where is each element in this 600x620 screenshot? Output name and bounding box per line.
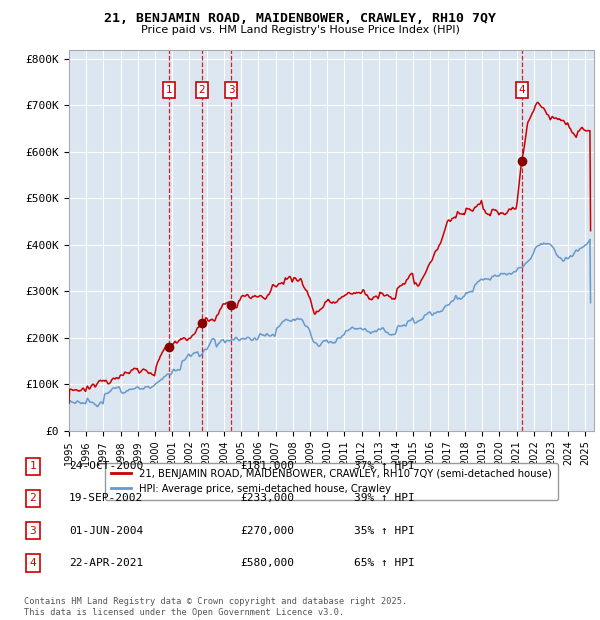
- Text: 35% ↑ HPI: 35% ↑ HPI: [354, 526, 415, 536]
- Text: 4: 4: [29, 558, 37, 568]
- Text: 37% ↑ HPI: 37% ↑ HPI: [354, 461, 415, 471]
- Text: £181,000: £181,000: [240, 461, 294, 471]
- Text: £270,000: £270,000: [240, 526, 294, 536]
- Legend: 21, BENJAMIN ROAD, MAIDENBOWER, CRAWLEY, RH10 7QY (semi-detached house), HPI: Av: 21, BENJAMIN ROAD, MAIDENBOWER, CRAWLEY,…: [105, 463, 558, 500]
- Text: 1: 1: [166, 85, 172, 95]
- Text: 24-OCT-2000: 24-OCT-2000: [69, 461, 143, 471]
- Text: 21, BENJAMIN ROAD, MAIDENBOWER, CRAWLEY, RH10 7QY: 21, BENJAMIN ROAD, MAIDENBOWER, CRAWLEY,…: [104, 12, 496, 25]
- Text: 65% ↑ HPI: 65% ↑ HPI: [354, 558, 415, 568]
- Text: 1: 1: [29, 461, 37, 471]
- Text: Price paid vs. HM Land Registry's House Price Index (HPI): Price paid vs. HM Land Registry's House …: [140, 25, 460, 35]
- Text: 39% ↑ HPI: 39% ↑ HPI: [354, 494, 415, 503]
- Text: £580,000: £580,000: [240, 558, 294, 568]
- Text: 3: 3: [29, 526, 37, 536]
- Text: £233,000: £233,000: [240, 494, 294, 503]
- Text: Contains HM Land Registry data © Crown copyright and database right 2025.
This d: Contains HM Land Registry data © Crown c…: [24, 598, 407, 617]
- Text: 01-JUN-2004: 01-JUN-2004: [69, 526, 143, 536]
- Text: 4: 4: [518, 85, 525, 95]
- Text: 3: 3: [228, 85, 235, 95]
- Text: 22-APR-2021: 22-APR-2021: [69, 558, 143, 568]
- Text: 2: 2: [29, 494, 37, 503]
- Text: 19-SEP-2002: 19-SEP-2002: [69, 494, 143, 503]
- Text: 2: 2: [199, 85, 205, 95]
